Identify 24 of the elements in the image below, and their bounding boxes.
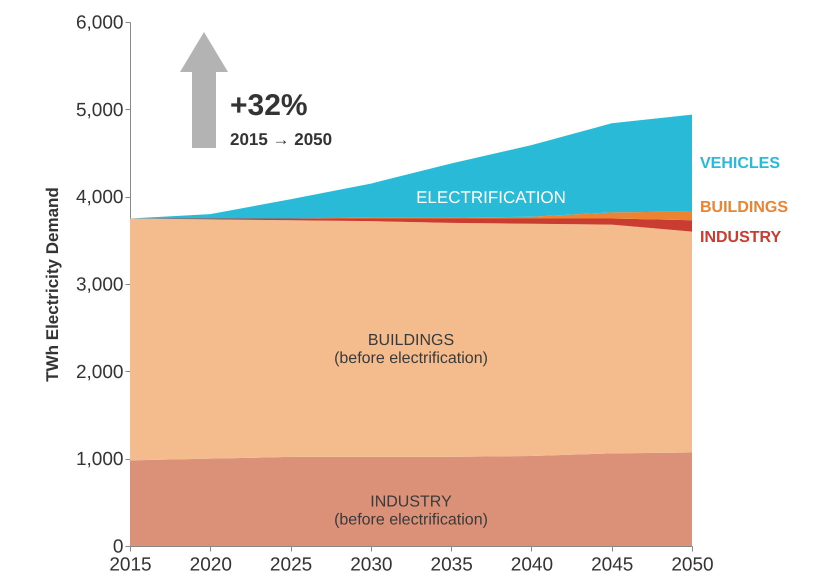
x-tick-label: 2035 <box>430 554 473 576</box>
y-tick-label: 0 <box>112 536 124 558</box>
y-tick-label: 5,000 <box>76 100 124 121</box>
series-label: INDUSTRY (before electrification) <box>334 493 488 528</box>
series-label: INDUSTRY <box>700 228 782 246</box>
x-tick-label: 2050 <box>671 554 714 576</box>
annotation: ELECTRIFICATION <box>416 188 566 207</box>
y-tick-label: 3,000 <box>76 274 124 296</box>
x-tick-label: 2015 <box>109 554 152 576</box>
x-tick-label: 2030 <box>350 554 392 576</box>
annotation: +32% <box>230 89 308 122</box>
y-tick-label: 2,000 <box>76 362 124 383</box>
series-label: BUILDINGS (before electrification) <box>334 332 488 367</box>
y-tick-label: 4,000 <box>76 187 124 208</box>
x-tick-label: 2025 <box>270 554 312 576</box>
y-axis-title: TWh Electricity Demand <box>42 187 62 382</box>
y-tick-label: 1,000 <box>76 449 124 470</box>
series-label: BUILDINGS <box>700 198 788 216</box>
x-tick-label: 2040 <box>510 554 554 576</box>
x-tick-label: 2020 <box>190 554 232 576</box>
series-label: VEHICLES <box>700 155 780 172</box>
y-tick-label: 6,000 <box>76 12 124 34</box>
annotation: 2015 → 2050 <box>230 130 332 149</box>
x-tick-label: 2045 <box>591 554 634 576</box>
